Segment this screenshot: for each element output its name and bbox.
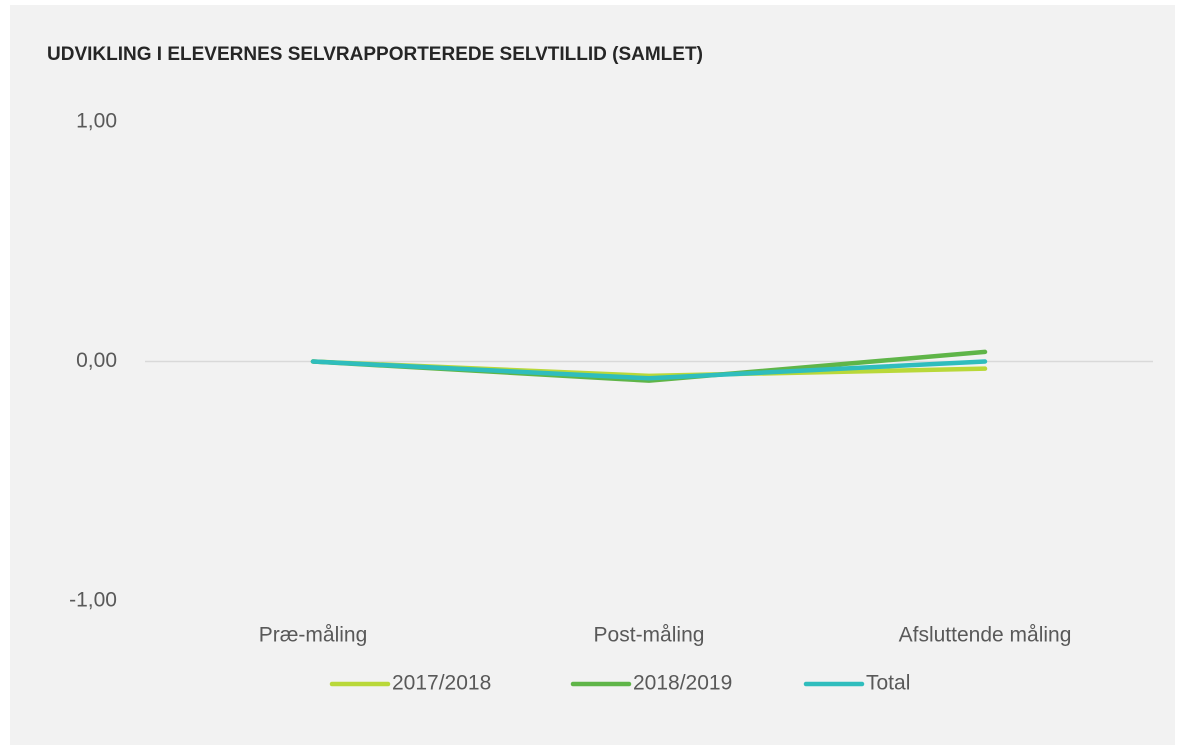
series-line — [310, 359, 988, 381]
legend-label: Total — [866, 672, 910, 695]
y-tick-label: 0,00 — [76, 349, 117, 372]
x-tick-label: Præ-måling — [259, 624, 368, 647]
y-tick-label: -1,00 — [69, 589, 117, 612]
legend-label: 2018/2019 — [633, 672, 732, 695]
x-tick-label: Afsluttende måling — [899, 624, 1072, 647]
x-tick-label: Post-måling — [594, 624, 705, 647]
y-tick-label: 1,00 — [76, 110, 117, 133]
legend-label: 2017/2018 — [392, 672, 491, 695]
chart-title: UDVIKLING I ELEVERNES SELVRAPPORTEREDE S… — [47, 44, 703, 65]
